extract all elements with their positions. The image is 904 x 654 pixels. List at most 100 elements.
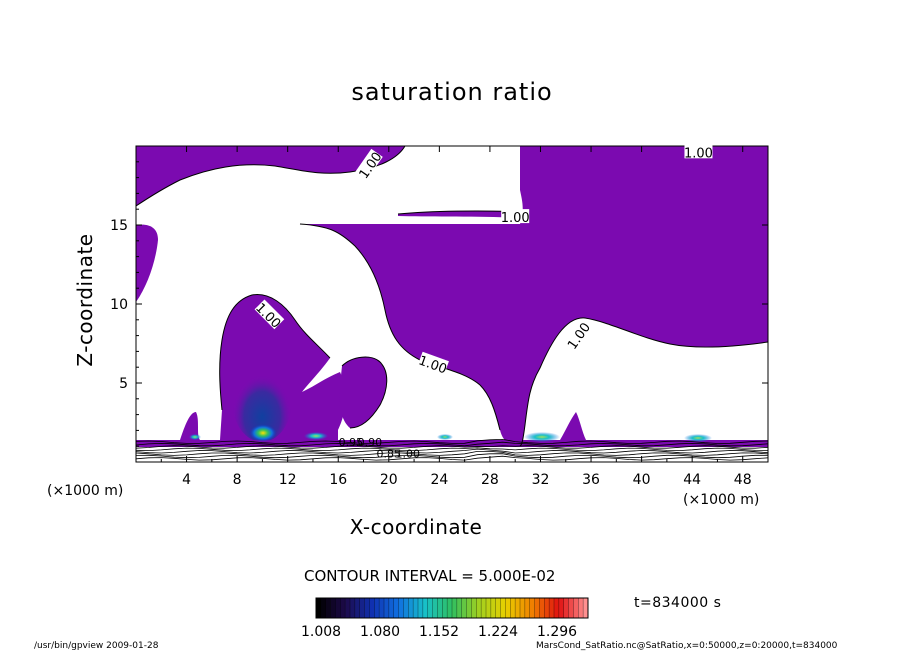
surface-contour: [136, 448, 768, 454]
colorbar-cell: [505, 598, 511, 618]
colorbar-cell: [432, 598, 438, 618]
hotspot-5: [437, 434, 453, 440]
colorbar-cell: [476, 598, 482, 618]
x-unit-right: (×1000 m): [683, 492, 760, 508]
x-tick-label: 36: [582, 472, 600, 488]
footer-left: /usr/bin/gpview 2009-01-28: [34, 641, 159, 651]
hotspot-4: [684, 434, 712, 442]
colorbar-cell: [515, 598, 521, 618]
colorbar-cell: [481, 598, 487, 618]
colorbar-cell: [558, 598, 565, 618]
x-tick-label: 44: [683, 472, 701, 488]
colorbar-cell: [393, 598, 399, 618]
x-tick-label: 28: [481, 472, 499, 488]
surface-contour: [136, 441, 768, 447]
colorbar-cell: [408, 598, 414, 618]
x-axis-label: X-coordinate: [349, 515, 483, 539]
surface-contour-lines: [136, 438, 768, 461]
colorbar-cell: [466, 598, 472, 618]
colorbar-cell: [549, 598, 555, 618]
chart-title: saturation ratio: [351, 78, 553, 106]
colorbar-cell: [427, 598, 433, 618]
contour-label-bg: [563, 319, 592, 351]
colorbar-cell: [316, 598, 322, 618]
colorbar-cell: [578, 598, 584, 618]
hotspot-3: [524, 432, 560, 442]
colorbar-cell: [359, 598, 365, 618]
time-stamp: t=834000 s: [634, 595, 722, 611]
colorbar-cell: [422, 598, 429, 618]
colorbar-cell: [413, 598, 419, 618]
x-tick-label: 32: [532, 472, 550, 488]
colorbar-cell: [384, 598, 390, 618]
colorbar-cell: [456, 598, 463, 618]
colorbar-cell: [325, 598, 331, 618]
contour-label-bg: [355, 148, 383, 180]
surface-contour: [136, 451, 768, 456]
colorbar-cell: [486, 598, 492, 618]
x-tick-label: 20: [380, 472, 398, 488]
colorbar-cell: [398, 598, 404, 618]
colorbar-cell: [345, 598, 351, 618]
colorbar-cell: [554, 598, 560, 618]
colorbar-cell: [544, 598, 550, 618]
colorbar-cell: [364, 598, 370, 618]
colorbar-cell: [461, 598, 467, 618]
near-surface-label: 1.00: [396, 447, 421, 460]
colorbar-cell: [379, 598, 385, 618]
colorbar-cell: [330, 598, 336, 618]
x-axis-ticks: 4 8 12 16 20 24 28 32 36 40 44 48: [160, 146, 752, 488]
y-tick-label: 10: [110, 297, 128, 313]
x-tick-label: 40: [633, 472, 651, 488]
y-axis-ticks: 5 10 15: [110, 161, 768, 447]
saturated-region-blob: [339, 357, 387, 428]
x-tick-label: 48: [734, 472, 752, 488]
colorbar-cell: [529, 598, 535, 618]
hotspot-core: [249, 424, 277, 442]
footer-right: MarsCond_SatRatio.nc@SatRatio,x=0:50000,…: [536, 641, 838, 651]
hotspot-6: [189, 434, 201, 440]
y-axis-label: Z-coordinate: [73, 233, 97, 367]
colorbar-tick-label: 1.080: [360, 624, 401, 640]
colorbar-cell: [442, 598, 448, 618]
surface-contour: [136, 455, 768, 461]
contour-label: 1.00: [501, 211, 530, 226]
surface-contour: [136, 453, 768, 459]
colorbar-cell: [539, 598, 545, 618]
colorbar: [315, 597, 589, 619]
colorbar-cell: [583, 598, 589, 618]
colorbar-cell: [471, 598, 477, 618]
colorbar-cell: [369, 598, 375, 618]
y-tick-label: 15: [110, 218, 128, 234]
surface-contour: [136, 438, 768, 444]
colorbar-cell: [388, 598, 395, 618]
colorbar-cell: [495, 598, 501, 618]
colorbar-tick-label: 1.224: [478, 624, 519, 640]
colorbar-cell: [403, 598, 409, 618]
surface-contour: [136, 447, 768, 452]
colorbar-cell: [524, 598, 531, 618]
near-surface-label: 0.85: [377, 447, 402, 460]
saturated-band: [398, 210, 525, 218]
contour-label-bg: [254, 299, 285, 330]
x-tick-label: 24: [430, 472, 448, 488]
colorbar-frame: [315, 597, 589, 619]
contour-label-bg: [417, 351, 449, 375]
near-surface-label: 0.90: [358, 436, 383, 449]
colorbar-cell: [490, 598, 497, 618]
hotspot-2: [304, 432, 328, 440]
colorbar-cell: [354, 598, 361, 618]
near-surface-labels: 0.950.900.851.00: [339, 436, 420, 460]
contour-label-bg: [684, 144, 713, 159]
colorbar-cell: [520, 598, 526, 618]
colorbar-cell: [374, 598, 380, 618]
x-tick-label: 16: [329, 472, 347, 488]
saturated-region-upper-left: [136, 146, 405, 206]
contour-field: [136, 146, 768, 462]
saturated-region-upper-right: [300, 146, 768, 446]
contour-interval: CONTOUR INTERVAL = 5.000E-02: [304, 567, 556, 585]
colorbar-cell: [340, 598, 346, 618]
colorbar-cell: [500, 598, 506, 618]
y-tick-label: 5: [119, 376, 128, 392]
